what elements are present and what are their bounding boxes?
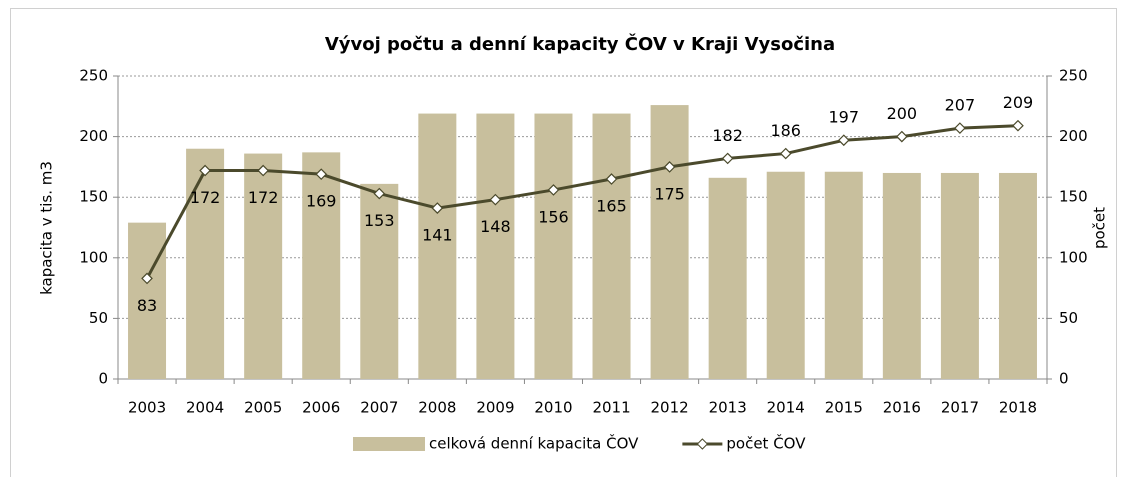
data-label: 169	[306, 192, 337, 211]
data-label: 207	[945, 96, 976, 115]
bar	[650, 105, 689, 379]
y2-tick-label: 200	[1059, 127, 1088, 145]
data-label: 197	[829, 108, 860, 127]
data-label: 172	[248, 188, 279, 207]
bar	[186, 148, 225, 379]
legend-label: počet ČOV	[726, 434, 806, 453]
marker	[837, 134, 850, 147]
x-tick-label: 2004	[186, 399, 224, 417]
y-tick-label: 200	[79, 127, 108, 145]
data-label: 182	[712, 126, 743, 145]
x-tick-label: 2012	[651, 399, 689, 417]
marker	[1012, 119, 1024, 132]
data-label: 148	[480, 217, 511, 236]
x-tick-label: 2006	[302, 399, 340, 417]
bar	[708, 177, 747, 379]
y-tick-label: 100	[79, 248, 108, 266]
marker	[954, 122, 966, 134]
data-label: 172	[190, 188, 221, 207]
y-axis-label: kapacita v tis. m3	[38, 161, 56, 295]
marker	[895, 130, 908, 143]
marker	[779, 147, 792, 160]
bar	[592, 113, 631, 380]
marker	[199, 164, 211, 177]
marker	[141, 272, 153, 285]
marker	[373, 187, 386, 200]
bar	[418, 113, 457, 380]
bar	[128, 222, 167, 379]
bar	[824, 171, 863, 379]
data-label: 165	[596, 197, 627, 216]
legend-marker	[696, 438, 709, 450]
marker	[547, 184, 560, 196]
x-tick-label: 2011	[592, 399, 630, 417]
data-label: 83	[137, 296, 157, 315]
bar	[476, 113, 515, 380]
marker	[315, 168, 328, 181]
bar	[360, 183, 399, 379]
data-label: 141	[422, 226, 453, 245]
x-tick-label: 2015	[825, 399, 863, 417]
bar	[998, 172, 1037, 379]
bar	[882, 172, 921, 379]
bar	[302, 152, 341, 379]
chart-title: Vývoj počtu a denní kapacity ČOV v Kraji…	[325, 33, 835, 55]
x-tick-label: 2008	[418, 399, 456, 417]
marker	[257, 164, 270, 177]
legend-label: celková denní kapacita ČOV	[429, 434, 639, 453]
bar	[940, 172, 979, 379]
y2-tick-label: 100	[1059, 248, 1088, 266]
data-label: 175	[654, 184, 685, 203]
y2-tick-label: 50	[1059, 309, 1078, 327]
y2-tick-label: 250	[1059, 67, 1088, 85]
x-tick-label: 2018	[999, 399, 1037, 417]
data-label: 209	[1003, 93, 1034, 112]
data-label: 200	[887, 104, 918, 123]
data-label: 153	[364, 211, 395, 230]
x-tick-label: 2017	[941, 399, 979, 417]
y-tick-label: 150	[79, 188, 108, 206]
x-tick-label: 2003	[128, 399, 166, 417]
bar	[766, 171, 805, 379]
y2-axis-label: počet	[1091, 207, 1109, 249]
y-tick-label: 50	[89, 309, 108, 327]
bar	[534, 113, 573, 380]
bar	[244, 153, 283, 379]
x-tick-label: 2016	[883, 399, 921, 417]
data-label: 156	[538, 207, 569, 226]
x-tick-label: 2013	[709, 399, 747, 417]
y2-tick-label: 0	[1059, 370, 1069, 388]
y-tick-label: 250	[79, 67, 108, 85]
data-label: 186	[770, 121, 801, 140]
x-tick-label: 2014	[767, 399, 805, 417]
marker	[605, 173, 618, 185]
y-tick-label: 0	[98, 370, 108, 388]
x-tick-label: 2005	[244, 399, 282, 417]
y2-tick-label: 150	[1059, 188, 1088, 206]
marker	[431, 202, 444, 214]
line	[145, 124, 1019, 280]
legend-swatch	[353, 437, 425, 451]
x-tick-label: 2009	[476, 399, 514, 417]
x-tick-label: 2007	[360, 399, 398, 417]
marker	[721, 152, 734, 165]
marker	[663, 161, 676, 173]
marker	[489, 193, 502, 206]
x-tick-label: 2010	[534, 399, 572, 417]
